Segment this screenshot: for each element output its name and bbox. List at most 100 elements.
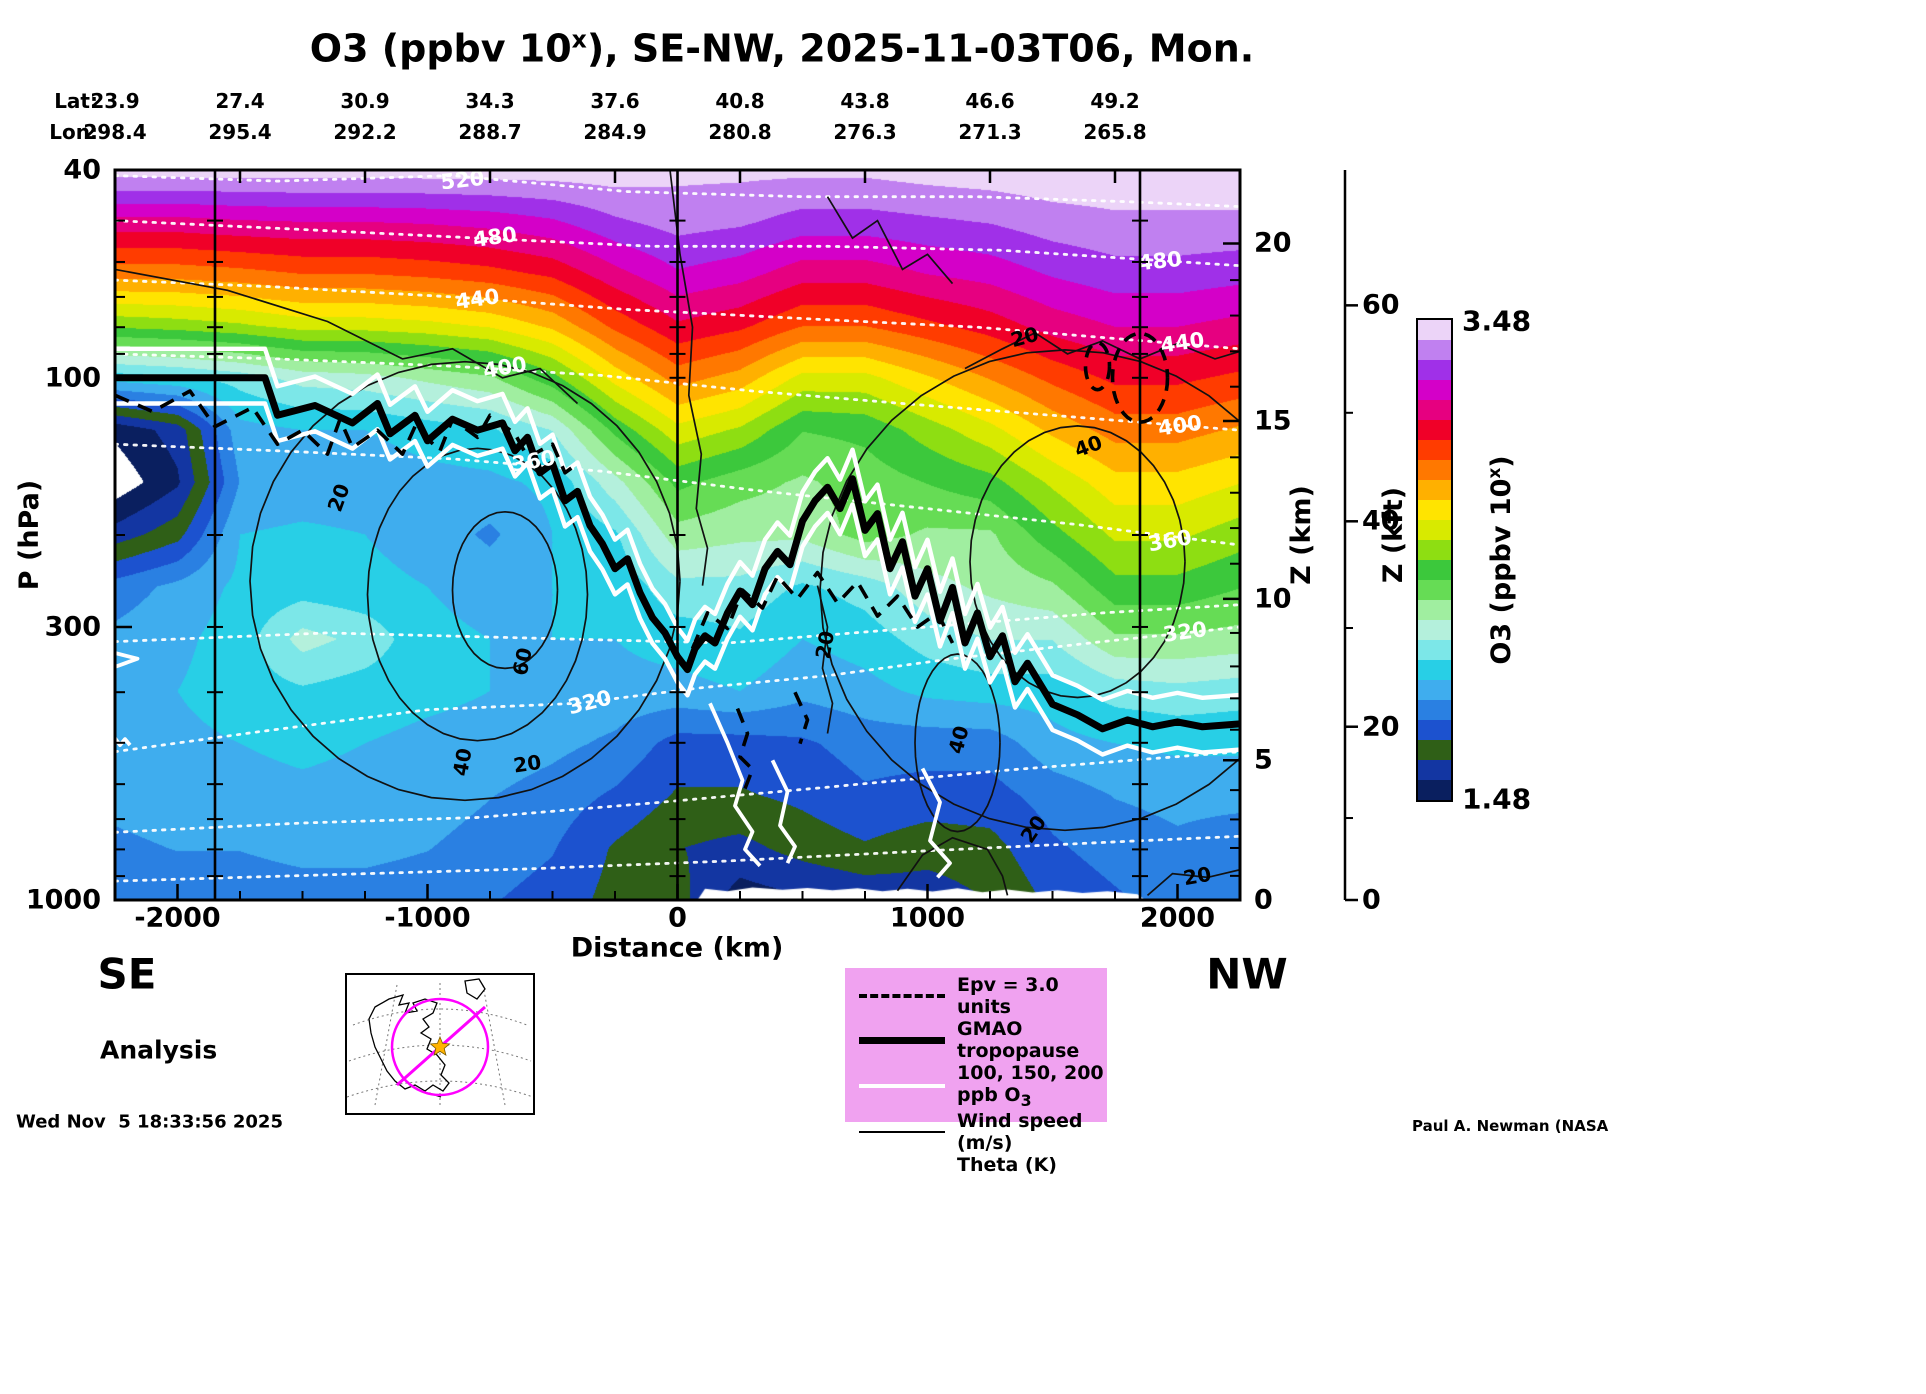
o3-contour xyxy=(770,759,797,864)
lat-value: 30.9 xyxy=(340,89,390,113)
colorbar-band xyxy=(1418,440,1451,460)
z-km-tick-label: 5 xyxy=(1254,744,1273,776)
epv-contour xyxy=(1110,331,1170,425)
contour-label: 400 xyxy=(481,352,528,383)
contour-label: 40 xyxy=(448,746,476,778)
o3-contour xyxy=(708,702,762,868)
colorbar-band xyxy=(1418,320,1451,340)
wind-speed-contour xyxy=(669,170,709,586)
colorbar-band xyxy=(1418,700,1451,720)
colorbar-band xyxy=(1418,560,1451,580)
lat-value: 34.3 xyxy=(465,89,515,113)
distance-tick-label: -1000 xyxy=(384,902,471,934)
credit: Paul A. Newman (NASA xyxy=(1412,1117,1609,1135)
colorbar-max-label: 3.48 xyxy=(1462,304,1532,338)
colorbar-band xyxy=(1418,480,1451,500)
wind-line-sample xyxy=(859,1130,945,1133)
legend-item-theta: Theta (K) xyxy=(859,1154,1107,1176)
lon-value: 292.2 xyxy=(333,120,397,144)
tropopause-line-sample xyxy=(859,1036,945,1044)
chart-title-suffix: ), SE-NW, 2025-11-03T06, Mon. xyxy=(586,26,1255,71)
legend-item-o3-contours: 100, 150, 200 ppb O3 xyxy=(859,1062,1107,1110)
contour-label: 20 xyxy=(1008,322,1041,352)
z-km-tick-label: 10 xyxy=(1254,583,1292,615)
legend-item-tropopause: GMAO tropopause xyxy=(859,1018,1107,1062)
legend-item-label: GMAO tropopause xyxy=(957,1018,1080,1062)
legend-item-epv: Epv = 3.0 units xyxy=(859,974,1107,1018)
lat-axis-label: Lat: xyxy=(54,89,98,113)
contour-label: 40 xyxy=(1071,430,1105,462)
legend-box: Epv = 3.0 units GMAO tropopause 100, 150… xyxy=(845,968,1107,1176)
lat-value: 27.4 xyxy=(215,89,265,113)
colorbar-band xyxy=(1418,600,1451,620)
legend-item-label: Theta (K) xyxy=(957,1153,1057,1176)
z-km-tick-label: 0 xyxy=(1254,884,1273,916)
colorbar-band xyxy=(1418,660,1451,680)
epv-contour xyxy=(793,691,810,745)
colorbar-title-prefix: O3 (ppbv 10 xyxy=(1486,478,1517,665)
o3-contour xyxy=(920,767,952,879)
contour-label: 440 xyxy=(454,284,501,314)
contour-label: 40 xyxy=(943,723,973,756)
map-inset xyxy=(345,973,535,1115)
colorbar-band xyxy=(1418,680,1451,700)
lat-value: 23.9 xyxy=(90,89,140,113)
theta-contour xyxy=(115,174,1240,208)
legend-item-label: 100, 150, 200 ppb O3 xyxy=(957,1062,1107,1110)
o3-contour xyxy=(115,651,140,669)
z-kft-tick-label: 60 xyxy=(1362,289,1400,321)
chart-title: O3 (ppbv 10x), SE-NW, 2025-11-03T06, Mon… xyxy=(310,26,1254,71)
lon-value: 288.7 xyxy=(458,120,522,144)
lon-value: 271.3 xyxy=(958,120,1022,144)
distance-tick-label: -2000 xyxy=(134,902,221,934)
p-tick-label: 40 xyxy=(63,154,101,186)
colorbar xyxy=(1416,318,1453,802)
z-km-tick-label: 15 xyxy=(1254,405,1292,437)
lon-value: 298.4 xyxy=(83,120,147,144)
epv-line-sample xyxy=(859,994,945,998)
contour-label: 320 xyxy=(566,685,614,719)
theta-contour xyxy=(115,750,1240,834)
colorbar-band xyxy=(1418,540,1451,560)
theta-contour xyxy=(115,834,1240,883)
colorbar-title-exponent: x xyxy=(1484,467,1504,479)
theta-contour xyxy=(115,442,1240,547)
legend-item-wind: Wind speed (m/s) xyxy=(859,1110,1107,1154)
lat-value: 46.6 xyxy=(965,89,1015,113)
legend-o3-label-sub: 3 xyxy=(1020,1090,1032,1110)
colorbar-band xyxy=(1418,400,1451,420)
lon-value: 280.8 xyxy=(708,120,772,144)
lon-value: 295.4 xyxy=(208,120,272,144)
legend-item-label: Epv = 3.0 units xyxy=(957,974,1059,1018)
p-tick-label: 1000 xyxy=(25,884,101,916)
lat-value: 43.8 xyxy=(840,89,890,113)
contour-label: 20 xyxy=(512,750,543,778)
contour-label: 400 xyxy=(1156,411,1203,441)
chart-title-exponent: x xyxy=(571,25,587,54)
distance-tick-label: 0 xyxy=(668,902,687,934)
theta-line-sample xyxy=(859,1163,945,1167)
z-km-tick-label: 20 xyxy=(1254,227,1292,259)
legend-o3-label-prefix: 100, 150, 200 ppb O xyxy=(957,1062,1104,1106)
distance-axis-title: Distance (km) xyxy=(570,932,784,964)
colorbar-band xyxy=(1418,760,1451,780)
z-kft-tick-label: 40 xyxy=(1362,505,1400,537)
colorbar-band xyxy=(1418,380,1451,400)
wind-speed-contour xyxy=(826,196,954,285)
colorbar-band xyxy=(1418,500,1451,520)
contour-label: 320 xyxy=(1161,617,1208,647)
epv-contour xyxy=(1083,340,1112,392)
nw-endpoint-label: NW xyxy=(1206,949,1288,999)
lat-value: 37.6 xyxy=(590,89,640,113)
o3-contour xyxy=(115,401,1240,757)
lon-axis-label: Lon: xyxy=(49,120,98,144)
distance-tick-label: 2000 xyxy=(1139,902,1216,934)
colorbar-title-suffix: ) xyxy=(1486,455,1517,468)
lat-value: 40.8 xyxy=(715,89,765,113)
range-circle xyxy=(390,997,490,1097)
legend-item-label: Wind speed (m/s) xyxy=(957,1109,1083,1154)
colorbar-band xyxy=(1418,620,1451,640)
contour-label: 20 xyxy=(1015,811,1051,848)
